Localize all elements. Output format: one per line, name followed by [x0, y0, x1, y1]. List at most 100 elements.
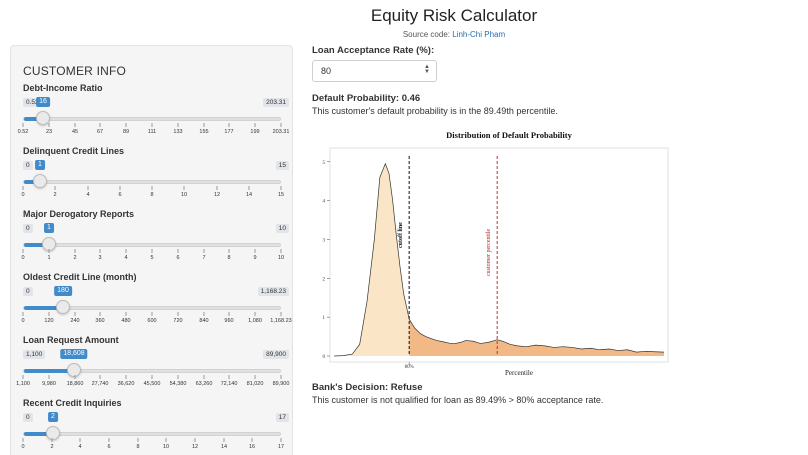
slider-track[interactable] — [23, 369, 281, 373]
density-chart: Distribution of Default Probability 0 1 2 3 4… — [323, 130, 669, 377]
slider-min: 1,100 — [23, 350, 46, 359]
slider-track[interactable] — [23, 306, 281, 310]
area-below-cutoff — [334, 163, 410, 356]
acceptance-rate-input[interactable]: 80 ▲ ▼ — [312, 60, 437, 82]
decision-text: This customer is not qualified for loan … — [312, 395, 604, 405]
tick-mark — [74, 375, 76, 379]
slider-handle[interactable] — [36, 111, 50, 125]
tick-mark — [99, 249, 101, 253]
tick-mark — [254, 249, 256, 253]
tick-mark — [22, 123, 24, 127]
tick-label: 15 — [277, 192, 285, 198]
app-title: Equity Risk Calculator — [370, 6, 538, 25]
plot-frame — [329, 147, 669, 363]
customer-label: customer percentile — [486, 229, 492, 276]
tick-label: 6 — [176, 255, 180, 261]
slider-recent-credit-inquiries: Recent Credit Inquiries 0 17 2 0 2 4 6 8 10 12 14 16… — [21, 398, 289, 455]
tick-mark — [203, 312, 205, 316]
slider-fill — [24, 306, 64, 310]
slider-ticks: 0.52 23 45 67 89 111 133 155 177 199 203.31 — [18, 123, 289, 139]
source-prefix: Source code: — [402, 30, 453, 39]
slider-track[interactable] — [23, 243, 281, 247]
tick-label: 9,980 — [42, 381, 56, 387]
slider-fill — [24, 369, 75, 373]
tick-mark — [125, 312, 127, 316]
slider-value: 180 — [54, 286, 72, 296]
tick-label: 45,500 — [143, 381, 161, 387]
slider-label: Debt-Income Ratio — [23, 83, 103, 93]
slider-value: 1 — [44, 223, 54, 233]
slider-fill — [24, 432, 54, 436]
slider-track[interactable] — [23, 180, 281, 184]
acceptance-rate-value: 80 — [321, 66, 332, 76]
tick-label: 67 — [96, 129, 104, 135]
tick-label: 10 — [180, 192, 188, 198]
tick-mark — [22, 312, 24, 316]
tick-mark — [203, 249, 205, 253]
tick-mark — [51, 438, 53, 442]
tick-mark — [87, 186, 89, 190]
tick-mark — [125, 249, 127, 253]
slider-label: Recent Credit Inquiries — [23, 398, 122, 408]
tick-label: 155 — [199, 129, 209, 135]
tick-mark — [22, 375, 24, 379]
slider-debt-income-ratio: Debt-Income Ratio 0.52 203.31 16 0.52 23 45 67 8… — [18, 83, 290, 143]
tick-label: 0 — [21, 192, 25, 198]
tick-mark — [22, 249, 24, 253]
slider-handle[interactable] — [33, 174, 47, 188]
slider-ticks: 0 120 240 360 480 600 720 840 960 1,080 1,168.23 — [21, 312, 292, 328]
tick-label: 3 — [98, 255, 102, 261]
tick-label: 177 — [224, 129, 234, 135]
tick-label: 14 — [245, 192, 253, 198]
tick-mark — [22, 186, 24, 190]
tick-label: 480 — [121, 318, 131, 324]
tick-mark — [254, 312, 256, 316]
tick-label: 0 — [21, 444, 25, 450]
tick-mark — [280, 312, 282, 316]
slider-value: 16 — [36, 97, 50, 107]
tick-mark — [165, 438, 167, 442]
tick-label: 6 — [107, 444, 111, 450]
slider-track[interactable] — [23, 432, 281, 436]
tick-mark — [248, 186, 250, 190]
tick-mark — [79, 438, 81, 442]
area-above-cutoff — [409, 319, 664, 356]
tick-label: 203.31 — [272, 129, 290, 135]
slider-handle[interactable] — [46, 426, 60, 440]
tick-mark — [125, 123, 127, 127]
x-axis-label: Percentile — [505, 369, 533, 377]
tick-label: 240 — [70, 318, 80, 324]
slider-max: 15 — [275, 161, 289, 170]
tick-mark — [228, 249, 230, 253]
tick-mark — [203, 123, 205, 127]
tick-label: 2 — [53, 192, 57, 198]
source-author-link[interactable]: Linh-Chi Pham — [452, 30, 506, 39]
slider-label: Delinquent Credit Lines — [23, 146, 125, 156]
slider-ticks: 0 1 2 3 4 5 6 7 8 9 10 — [21, 249, 284, 265]
tick-label: 81,020 — [246, 381, 264, 387]
tick-mark — [183, 186, 185, 190]
slider-label: Oldest Credit Line (month) — [23, 272, 137, 282]
slider-max: 203.31 — [263, 98, 289, 107]
slider-handle[interactable] — [67, 363, 81, 377]
tick-label: 0.52 — [17, 129, 29, 135]
slider-handle[interactable] — [56, 300, 70, 314]
tick-mark — [48, 249, 50, 253]
tick-mark — [177, 312, 179, 316]
tick-mark — [151, 249, 153, 253]
tick-mark — [254, 123, 256, 127]
spinner-icon[interactable]: ▲ ▼ — [424, 64, 430, 75]
tick-mark — [74, 312, 76, 316]
sidebar-panel: CUSTOMER INFO Debt-Income Ratio 0.52 203.3… — [10, 45, 293, 455]
tick-mark — [125, 375, 127, 379]
y-tick-label: 0 — [323, 355, 326, 360]
tick-mark — [280, 249, 282, 253]
tick-label: 18,860 — [66, 381, 84, 387]
tick-mark — [22, 438, 24, 442]
tick-mark — [108, 438, 110, 442]
slider-track[interactable] — [23, 117, 281, 121]
tick-label: 1,080 — [248, 318, 262, 324]
y-tick-label: 2 — [323, 277, 326, 282]
tick-label: 63,260 — [195, 381, 213, 387]
cutoff-label: cutoff line — [398, 222, 404, 248]
